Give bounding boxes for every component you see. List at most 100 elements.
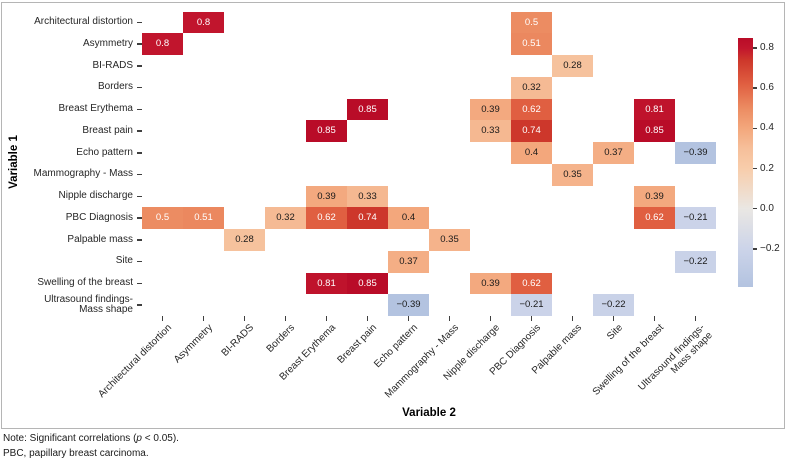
heatmap-cell: 0.85	[634, 120, 675, 142]
heatmap-cell: 0.74	[347, 207, 388, 229]
heatmap-cell: 0.62	[511, 272, 552, 295]
x-tick-mark	[161, 316, 164, 321]
colorbar-tick-label: 0.2	[760, 162, 774, 174]
heatmap-cell: 0.35	[552, 163, 593, 186]
heatmap-cell: 0.4	[511, 142, 552, 164]
y-tick-label: Asymmetry	[83, 37, 133, 49]
y-tick-label: PBC Diagnosis	[65, 211, 133, 223]
y-tick-mark	[136, 217, 142, 219]
heatmap-cell: −0.21	[511, 294, 552, 316]
x-tick-mark	[366, 316, 369, 321]
colorbar-tick-mark	[753, 248, 757, 250]
y-tick-mark	[136, 86, 142, 89]
note-p-symbol: p	[136, 433, 142, 444]
y-tick-label: Architectural distortion	[34, 16, 133, 28]
heatmap-cell: 0.39	[470, 98, 511, 121]
y-tick-mark	[136, 260, 142, 263]
y-tick-mark	[136, 304, 142, 306]
heatmap-cell: 0.85	[306, 120, 347, 142]
colorbar-tick-mark	[753, 167, 757, 170]
x-tick-mark	[407, 316, 410, 321]
colorbar-tick-label: 0.8	[760, 42, 774, 54]
heatmap-cell: 0.4	[388, 207, 429, 229]
colorbar-tick-label: 0.0	[760, 202, 774, 214]
y-tick-mark	[136, 21, 142, 24]
heatmap-cell: 0.85	[347, 98, 388, 121]
y-tick-label: Echo pattern	[76, 146, 133, 158]
heatmap-cell: 0.39	[470, 272, 511, 295]
x-tick-mark	[448, 316, 451, 321]
heatmap-cell: 0.62	[511, 98, 552, 121]
heatmap-cell: 0.39	[306, 185, 347, 208]
colorbar-tick-mark	[753, 207, 757, 210]
x-tick-mark	[284, 316, 287, 321]
heatmap-cell: 0.28	[224, 229, 265, 251]
x-tick-mark	[530, 316, 533, 321]
colorbar-tick-mark	[753, 127, 757, 130]
heatmap-cell: 0.33	[347, 185, 388, 208]
y-tick-label: Swelling of the breast	[37, 277, 133, 289]
heatmap-cell: 0.81	[634, 98, 675, 121]
heatmap-cell: 0.51	[183, 207, 224, 229]
x-tick-mark	[243, 316, 246, 321]
heatmap-cell: 0.32	[511, 76, 552, 99]
heatmap-cell: 0.8	[142, 33, 183, 55]
heatmap-cell: 0.33	[470, 120, 511, 142]
y-tick-mark	[136, 173, 142, 176]
colorbar-tick-label: 0.4	[760, 122, 774, 134]
colorbar-gradient	[738, 38, 753, 287]
heatmap-cell: 0.85	[347, 272, 388, 295]
x-tick-mark	[612, 316, 615, 321]
heatmap-cell: −0.39	[675, 142, 716, 164]
y-tick-mark	[136, 130, 142, 132]
colorbar-tick-mark	[753, 87, 757, 89]
colorbar-tick-label: −0.2	[760, 242, 780, 254]
heatmap-cell: 0.28	[552, 55, 593, 77]
note-abbreviation: PBC, papillary breast carcinoma.	[3, 448, 149, 459]
heatmap-cell: 0.39	[634, 185, 675, 208]
y-tick-label: Palpable mass	[67, 233, 133, 245]
y-tick-label: Nipple discharge	[58, 190, 134, 202]
heatmap-cell: −0.21	[675, 207, 716, 229]
heatmap-cell: 0.62	[634, 207, 675, 229]
heatmap-cell: 0.62	[306, 207, 347, 229]
heatmap-cell: 0.37	[593, 142, 634, 164]
heatmap-cell: 0.74	[511, 120, 552, 142]
x-tick-mark	[694, 316, 697, 321]
y-tick-mark	[136, 195, 142, 198]
x-tick-mark	[653, 316, 656, 321]
colorbar-tick-mark	[753, 47, 757, 49]
note-text-suffix: < 0.05).	[141, 433, 179, 444]
x-tick-mark	[571, 316, 574, 321]
y-tick-label: Ultrasound findings- Mass shape	[44, 293, 133, 316]
y-tick-mark	[136, 43, 142, 45]
heatmap-cell: −0.39	[388, 294, 429, 316]
y-tick-label: BI-RADS	[92, 59, 133, 71]
y-tick-label: Breast pain	[82, 124, 133, 136]
heatmap-cell: 0.81	[306, 272, 347, 295]
x-tick-mark	[202, 316, 205, 321]
heatmap-cell: 0.32	[265, 207, 306, 229]
heatmap-cell: 0.37	[388, 250, 429, 273]
heatmap-cell: −0.22	[593, 294, 634, 316]
y-tick-mark	[136, 239, 142, 241]
y-tick-label: Borders	[97, 81, 133, 93]
x-tick-mark	[489, 316, 492, 321]
note-significance: Note: Significant correlations (p < 0.05…	[3, 433, 179, 445]
y-tick-mark	[136, 282, 142, 285]
x-axis-title: Variable 2	[402, 407, 456, 419]
heatmap-cell: −0.22	[675, 250, 716, 273]
heatmap-cell: 0.8	[183, 11, 224, 34]
colorbar-tick-label: 0.6	[760, 82, 774, 94]
y-tick-label: Site	[115, 255, 133, 267]
y-tick-mark	[136, 108, 142, 111]
y-tick-label: Mammography - Mass	[33, 168, 133, 180]
heatmap-cell: 0.5	[511, 11, 552, 34]
note-text: Note: Significant correlations (	[3, 433, 137, 444]
y-tick-mark	[136, 65, 142, 67]
y-tick-label: Breast Erythema	[58, 103, 133, 115]
heatmap-cell: 0.5	[142, 207, 183, 229]
heatmap-cell: 0.51	[511, 33, 552, 55]
heatmap-cell: 0.35	[429, 229, 470, 251]
